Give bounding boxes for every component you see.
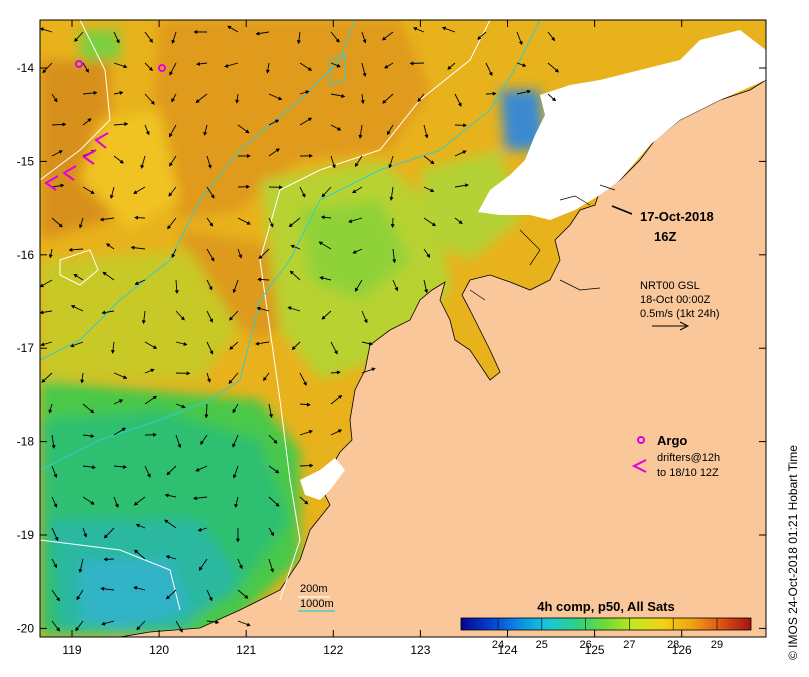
x-tick-label: 120 xyxy=(149,643,169,657)
x-tick-label: 119 xyxy=(62,643,81,657)
y-tick-label: -15 xyxy=(17,154,35,168)
colorbar xyxy=(461,618,751,630)
x-tick-label: 122 xyxy=(323,643,343,657)
colorbar-label: 26 xyxy=(579,639,591,651)
y-tick-label: -19 xyxy=(17,528,35,542)
drifters-legend-line2: to 18/10 12Z xyxy=(657,467,719,479)
colorbar-label: 29 xyxy=(711,639,723,651)
y-tick-label: -17 xyxy=(17,341,35,355)
y-tick-label: -14 xyxy=(17,61,35,75)
x-tick-label: 123 xyxy=(410,643,430,657)
map-plot-area xyxy=(40,20,766,637)
argo-legend-label: Argo xyxy=(657,433,687,448)
y-tick-label: -20 xyxy=(17,621,35,635)
time-label: 16Z xyxy=(654,229,676,244)
colorbar-label: 24 xyxy=(492,639,504,651)
colorbar-label: 27 xyxy=(623,639,635,651)
credit-text: © IMOS 24-Oct-2018 01:21 Hobart Time xyxy=(786,445,800,660)
vector-info-line3: 0.5m/s (1kt 24h) xyxy=(640,308,719,320)
colorbar-title: 4h comp, p50, All Sats xyxy=(537,599,675,614)
x-tick-label: 121 xyxy=(236,643,256,657)
vector-info-line1: NRT00 GSL xyxy=(640,280,700,292)
date-label: 17-Oct-2018 xyxy=(640,209,714,224)
vector-info-line2: 18-Oct 00:00Z xyxy=(640,294,711,306)
colorbar-label: 28 xyxy=(667,639,679,651)
y-tick-label: -18 xyxy=(17,435,35,449)
y-tick-label: -16 xyxy=(17,248,35,262)
contour-1000-label: 1000m xyxy=(300,598,334,610)
drifters-legend-line1: drifters@12h xyxy=(657,452,720,464)
colorbar-label: 25 xyxy=(536,639,548,651)
contour-200-label: 200m xyxy=(300,583,328,595)
